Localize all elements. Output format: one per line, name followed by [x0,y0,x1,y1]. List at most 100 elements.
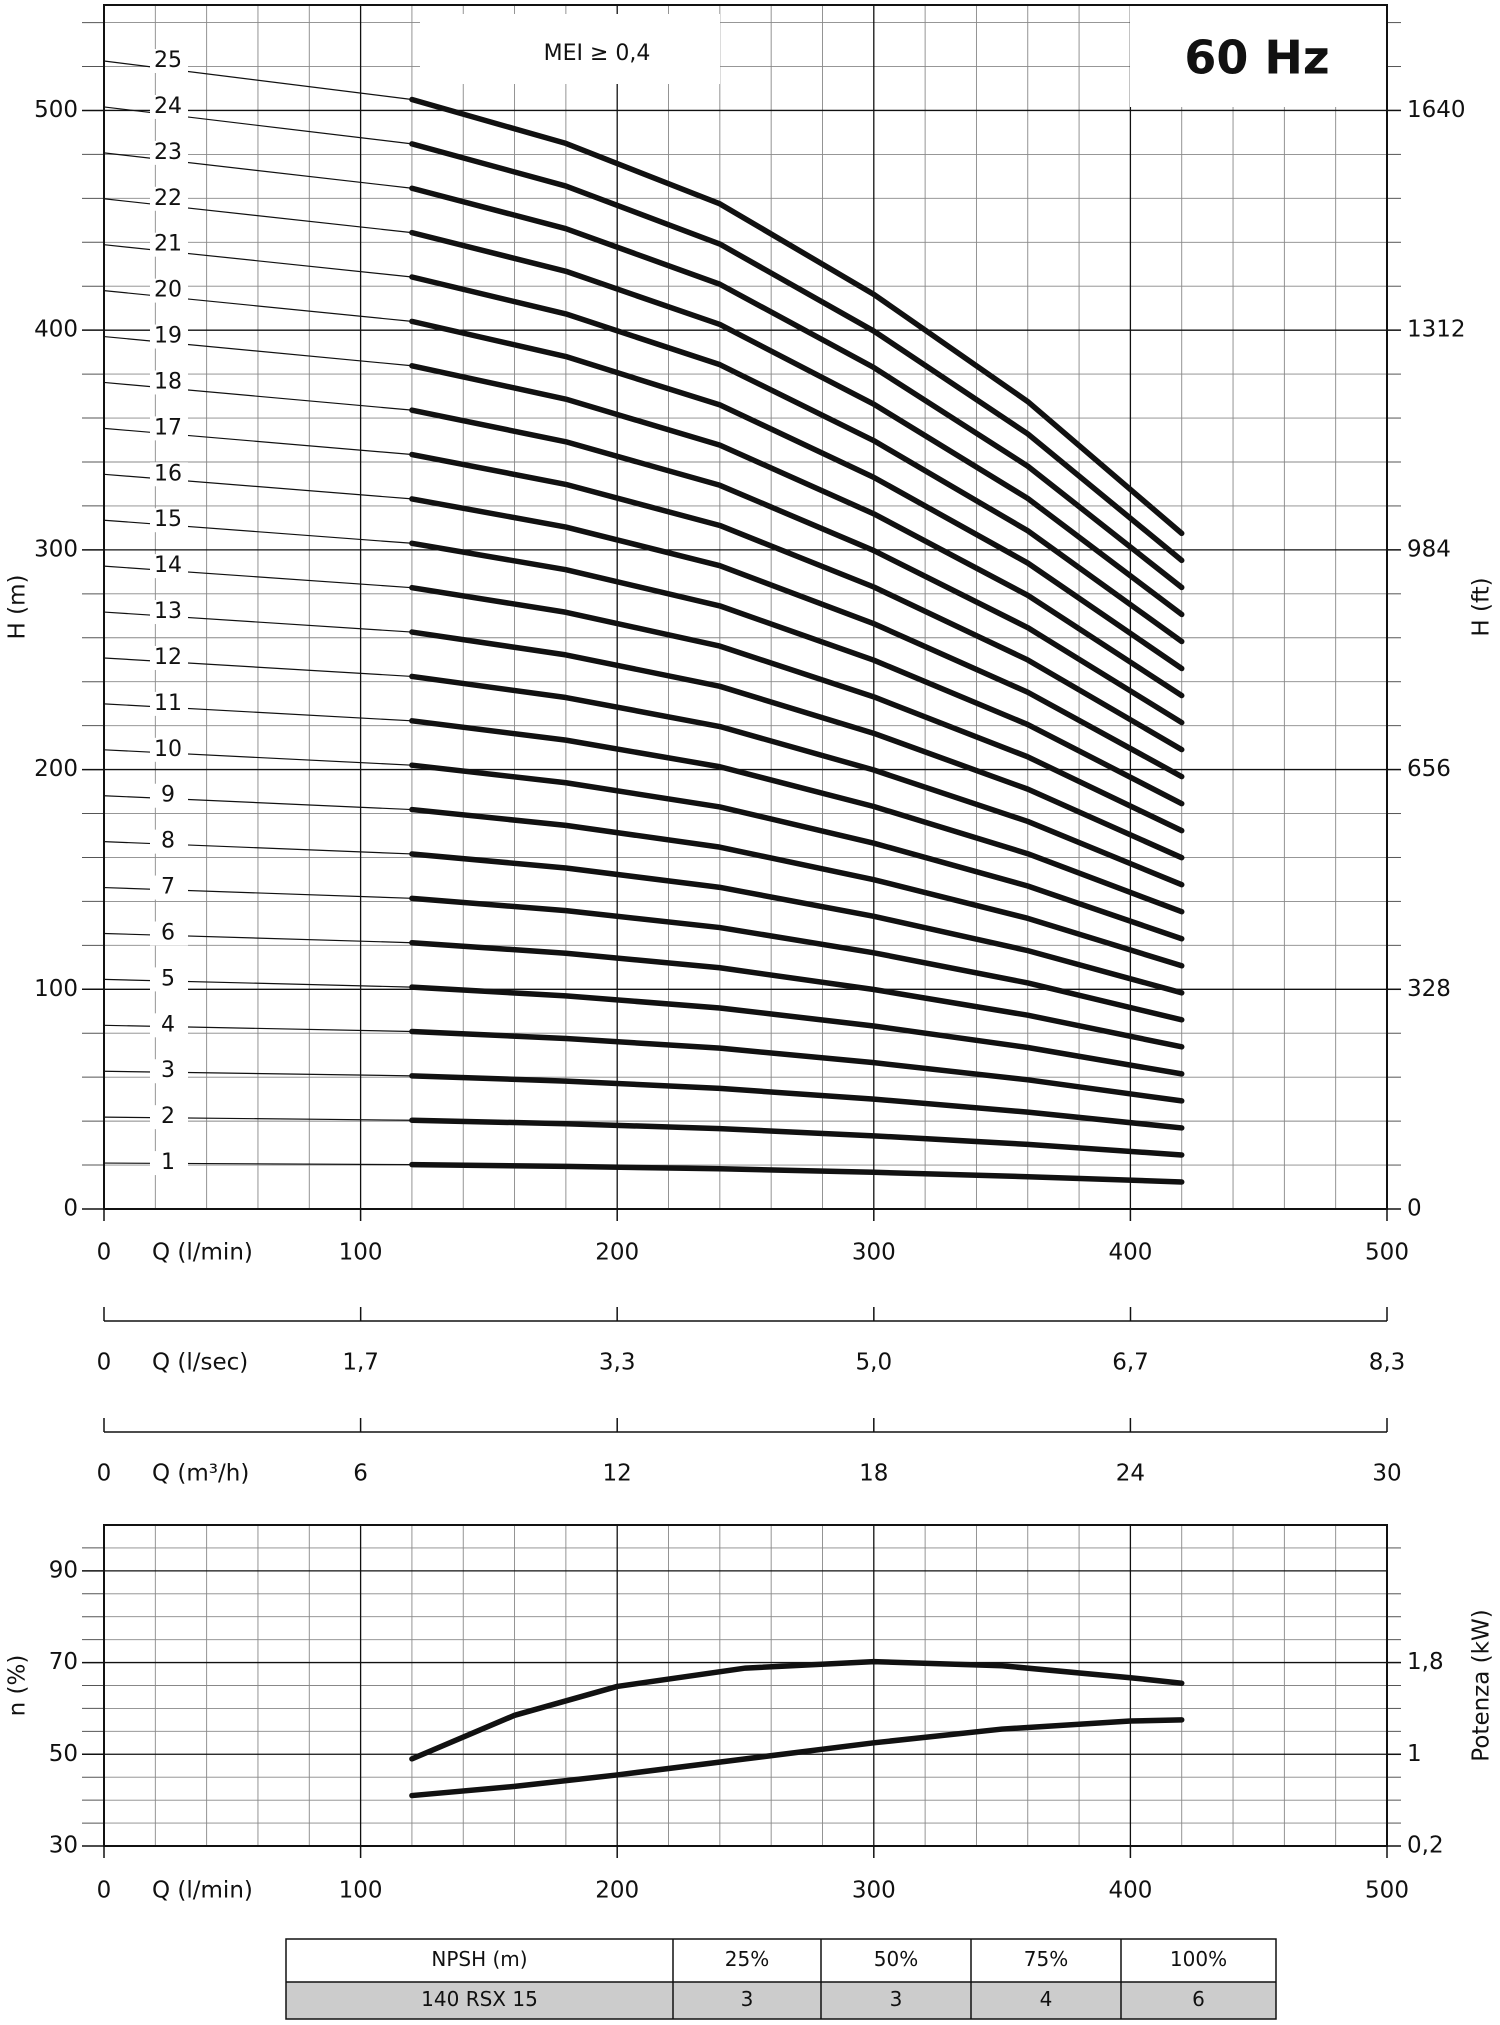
y-tick-label: 50 [49,1741,78,1767]
head-curve [409,451,1185,753]
y2-axis-label: H (ft) [1469,577,1495,636]
curve-label: 22 [154,186,182,211]
secondary-x-tick-label: 1,7 [342,1350,379,1376]
table-row-bg [286,1982,1276,2019]
y-tick-label: 90 [49,1557,78,1583]
table-header-cell: 100% [1170,1947,1227,1971]
x-tick-label: 500 [1365,1878,1409,1904]
annotation: 60 Hz [1184,31,1329,85]
label-bg [150,875,188,900]
curve-label: 20 [154,278,182,303]
label-bg [150,370,188,395]
label-bg [150,921,188,946]
head-curve [409,1028,1185,1104]
x-tick-label: 300 [852,1878,896,1904]
efficiency-curve [409,1658,1185,1762]
head-curve [409,939,1185,1050]
curve-label: 5 [161,966,175,991]
label-bg [150,508,188,533]
y2-tick-label: 1 [1407,1741,1422,1767]
table-header-cell: 25% [725,1947,769,1971]
head-curve [409,1117,1185,1158]
head-curve [409,318,1185,672]
curve-label: 2 [161,1104,175,1129]
x-tick-label: 400 [1108,1240,1152,1266]
x-tick-label: 0 [97,1240,112,1266]
y2-tick-label: 1640 [1407,97,1466,123]
table-frame [285,1938,1277,2020]
label-bg [150,186,188,211]
x-tick-label: 200 [595,1878,639,1904]
label-bg [150,94,188,119]
head-curve [409,540,1185,807]
y-tick-label: 500 [34,97,78,123]
curve-label: 4 [161,1012,175,1037]
head-curve [409,274,1185,645]
label-bg [150,829,188,854]
head-curve [409,806,1185,969]
curve-label: 25 [154,48,182,73]
y-tick-label: 30 [49,1833,78,1859]
y-tick-label: 100 [34,976,78,1002]
y2-tick-label: 656 [1407,756,1451,782]
curve-label: 1 [161,1150,175,1175]
secondary-x-axis-label: Q (m³/h) [152,1461,249,1487]
head-curve [409,363,1185,699]
curve-label: 10 [154,737,182,762]
label-bg [150,1059,188,1084]
plot-frame [103,4,1388,1210]
y-tick-label: 400 [34,317,78,343]
curve-label: 12 [154,645,182,670]
label-bg [150,1105,188,1130]
curve-label: 13 [154,599,182,624]
x-axis-label: Q (l/min) [152,1878,253,1904]
x-tick-label: 500 [1365,1240,1409,1266]
head-curve [409,185,1185,591]
annotation: MEI ≥ 0,4 [544,41,651,66]
table-cell: 6 [1192,1987,1205,2011]
label-bg [150,49,188,74]
x-tick-label: 200 [595,1240,639,1266]
table-cell: 3 [741,1987,754,2011]
secondary-x-tick-label: 8,3 [1369,1350,1406,1376]
head-curve [409,96,1185,537]
secondary-x-tick-label: 0 [97,1461,112,1487]
y-tick-label: 0 [63,1196,78,1222]
curve-label: 11 [154,691,182,716]
head-curve [409,629,1185,861]
annotation-bg [1130,6,1386,107]
curve-label: 17 [154,415,182,440]
label-bg [150,737,188,762]
label-bg [150,140,188,165]
x-tick-label: 100 [339,1878,383,1904]
y-axis-label: n (%) [5,1655,31,1717]
table-header-cell: 50% [874,1947,918,1971]
curve-label: 9 [161,783,175,808]
y-tick-label: 200 [34,756,78,782]
curve-label: 15 [154,507,182,532]
y2-tick-label: 0 [1407,1196,1422,1222]
head-curve [409,895,1185,1023]
secondary-x-tick-label: 0 [97,1350,112,1376]
plot-frame [103,1524,1388,1847]
head-curve [409,1161,1185,1185]
curve-label: 6 [161,920,175,945]
y2-tick-label: 1,8 [1407,1649,1444,1675]
curve-label: 14 [154,553,182,578]
secondary-x-tick-label: 6 [353,1461,368,1487]
x-tick-label: 0 [97,1878,112,1904]
secondary-x-tick-label: 18 [859,1461,888,1487]
head-curve [409,229,1185,618]
y2-tick-label: 328 [1407,976,1451,1002]
label-bg [150,416,188,441]
label-bg [150,278,188,303]
table-cell: 4 [1040,1987,1053,2011]
power-curve [409,1717,1185,1799]
label-bg [150,232,188,257]
label-bg [150,967,188,992]
secondary-x-tick-label: 12 [603,1461,632,1487]
curve-label: 23 [154,140,182,165]
x-tick-label: 400 [1108,1878,1152,1904]
label-bg [150,462,188,487]
annotation-bg [420,14,720,84]
